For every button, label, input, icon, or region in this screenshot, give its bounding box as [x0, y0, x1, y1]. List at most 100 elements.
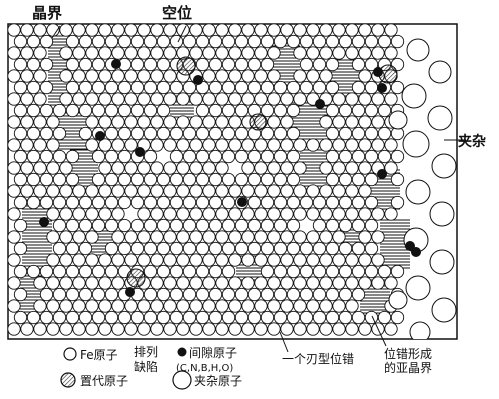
fe-atom	[280, 161, 294, 175]
fe-atom	[280, 24, 294, 37]
inclusion-label: 夹杂	[458, 133, 486, 150]
fe-atom	[78, 195, 93, 210]
fe-atom	[20, 92, 34, 106]
fe-atom	[98, 184, 112, 198]
fe-atom	[143, 264, 158, 279]
inclusion-atom	[427, 105, 453, 131]
fe-atom	[260, 241, 275, 256]
fe-atom	[8, 69, 21, 83]
fe-atom	[221, 34, 236, 49]
fe-atom	[176, 115, 190, 129]
fe-atom	[156, 57, 171, 72]
fe-atom	[124, 230, 138, 244]
fe-atom	[137, 253, 151, 267]
fe-atom	[260, 149, 275, 164]
fe-atom	[241, 207, 255, 221]
fe-atom	[150, 69, 164, 83]
interstitial-atom	[193, 75, 203, 85]
fe-atom	[267, 299, 281, 313]
fe-atom	[33, 46, 47, 60]
fe-atom	[189, 253, 203, 267]
fe-atom	[65, 172, 80, 187]
fe-atom	[85, 46, 99, 60]
fe-atom	[143, 80, 158, 95]
fe-atom	[267, 207, 281, 221]
fe-atom	[215, 207, 229, 221]
fe-atom	[182, 218, 197, 233]
fe-atom	[182, 149, 197, 164]
fe-atom	[137, 115, 151, 129]
subgrain-pointer	[371, 315, 387, 347]
fe-atom	[202, 24, 216, 37]
atom-lattice	[8, 24, 457, 339]
fe-atom	[371, 276, 385, 290]
fe-atom	[358, 138, 372, 152]
fe-atom	[176, 138, 190, 152]
fe-atom	[273, 149, 288, 164]
fe-atom	[78, 80, 93, 95]
fe-atom	[332, 253, 346, 267]
fe-atom	[280, 299, 294, 313]
fe-atom	[13, 34, 28, 49]
fe-atom	[13, 287, 28, 302]
interstitial-atom	[377, 169, 387, 179]
fe-atom	[228, 276, 242, 290]
fe-atom	[150, 161, 164, 175]
fe-atom	[117, 149, 132, 164]
fe-atom	[59, 24, 73, 37]
fe-atom	[85, 92, 99, 106]
legend-stacking-1: 排列	[134, 345, 158, 359]
fe-atom	[20, 161, 34, 175]
fe-atom	[384, 161, 398, 175]
fe-atom	[338, 310, 353, 325]
fe-atom	[208, 264, 223, 279]
fe-atom	[104, 218, 119, 233]
fe-atom	[377, 103, 392, 118]
fe-atom	[293, 92, 307, 106]
fe-atom	[150, 115, 164, 129]
fe-atom	[325, 287, 340, 302]
legend-stacking-2: 缺陷	[134, 359, 158, 374]
fe-atom	[8, 46, 21, 60]
fe-atom	[59, 46, 73, 60]
fe-atom	[202, 230, 216, 244]
fe-atom	[111, 322, 125, 336]
fe-atom	[247, 149, 262, 164]
fe-atom	[195, 126, 210, 141]
fe-atom	[273, 103, 288, 118]
fe-atom	[33, 92, 47, 106]
fe-atom	[280, 322, 294, 336]
fe-atom	[20, 24, 34, 37]
fe-atom	[345, 161, 359, 175]
fe-atom	[221, 149, 236, 164]
fe-atom	[267, 115, 281, 129]
fe-atom	[364, 57, 379, 72]
fe-atom	[156, 310, 171, 325]
fe-atom	[189, 46, 203, 60]
fe-atom	[111, 161, 125, 175]
fe-atom	[364, 149, 379, 164]
fe-atom	[208, 149, 223, 164]
fe-atom	[332, 138, 346, 152]
fe-atom	[280, 253, 294, 267]
fe-atom	[26, 310, 41, 325]
fe-atom	[182, 287, 197, 302]
fe-atom	[195, 149, 210, 164]
fe-atom	[52, 218, 67, 233]
fe-atom	[91, 287, 106, 302]
fe-atom	[293, 69, 307, 83]
fe-atom	[39, 57, 54, 72]
fe-atom	[124, 92, 138, 106]
fe-atom	[137, 46, 151, 60]
fe-atom	[254, 92, 268, 106]
fe-atom	[46, 276, 60, 290]
fe-atom	[345, 253, 359, 267]
fe-atom	[46, 322, 60, 336]
fe-atom	[156, 172, 171, 187]
fe-atom	[312, 241, 327, 256]
fe-atom	[130, 310, 145, 325]
fe-atom	[150, 253, 164, 267]
fe-atom	[46, 161, 60, 175]
fe-atom	[215, 161, 229, 175]
fe-atom	[72, 230, 86, 244]
